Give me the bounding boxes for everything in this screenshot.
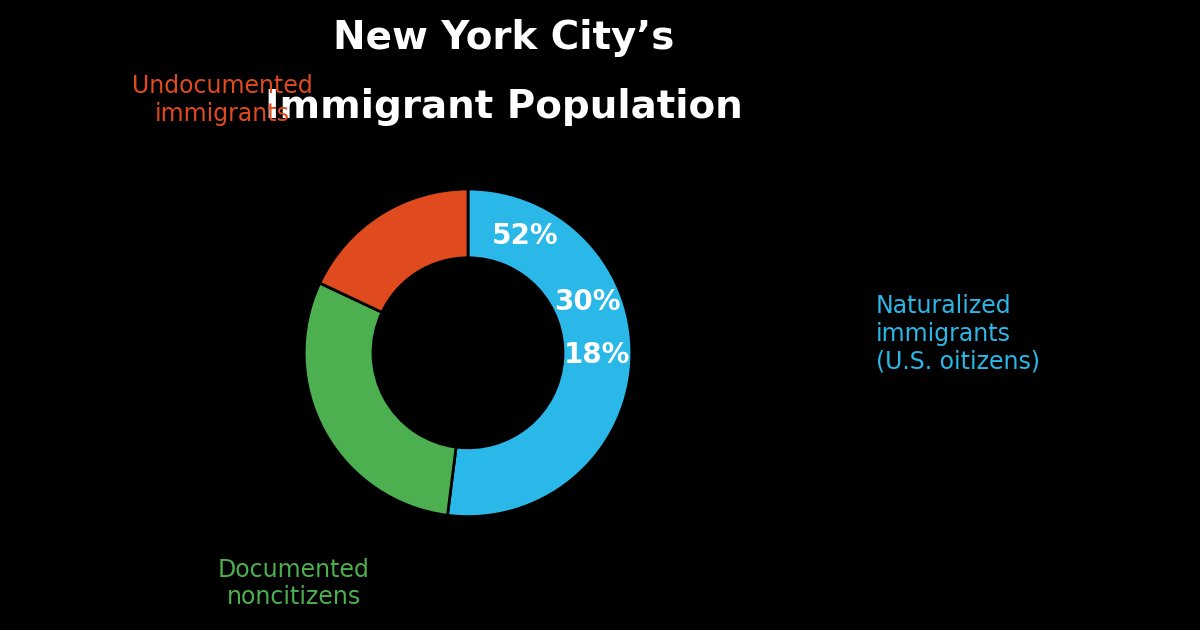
Wedge shape (448, 189, 631, 517)
Text: New York City’s: New York City’s (334, 19, 674, 57)
Text: Naturalized
immigrants
(U.S. oitizens): Naturalized immigrants (U.S. oitizens) (876, 294, 1040, 374)
Text: Documented
noncitizens: Documented noncitizens (218, 558, 370, 609)
Text: 30%: 30% (554, 289, 620, 316)
Text: 18%: 18% (564, 341, 630, 369)
Text: 52%: 52% (492, 222, 558, 251)
Wedge shape (319, 189, 468, 312)
Text: Undocumented
immigrants: Undocumented immigrants (132, 74, 312, 126)
Text: Immigrant Population: Immigrant Population (265, 88, 743, 126)
Wedge shape (305, 283, 456, 515)
